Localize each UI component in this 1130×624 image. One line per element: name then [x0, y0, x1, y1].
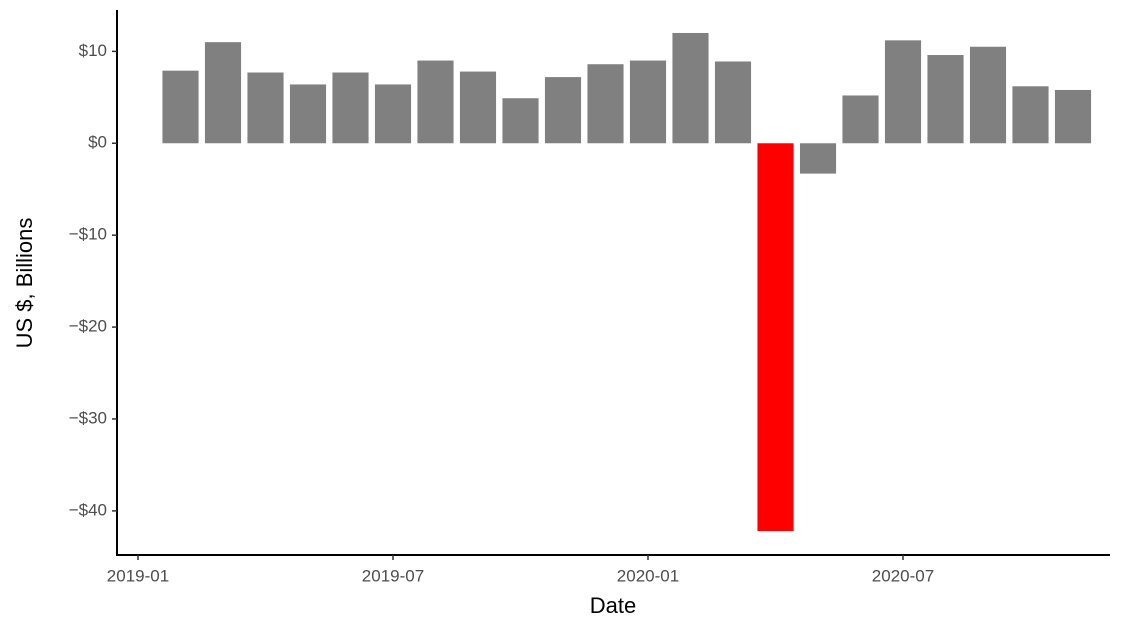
bar	[417, 60, 454, 144]
bar	[842, 95, 879, 144]
bar	[629, 60, 667, 144]
y-tick-label: −$30	[69, 408, 107, 427]
bar	[757, 143, 794, 532]
y-tick-label: −$40	[69, 500, 107, 519]
bar	[459, 71, 497, 144]
bar	[884, 40, 922, 144]
y-tick-label: −$10	[69, 225, 107, 244]
bar	[162, 70, 199, 144]
x-tick-label: 2020-07	[872, 566, 934, 585]
bar	[247, 72, 284, 144]
bar	[672, 32, 709, 144]
y-axis-title: US $, Billions	[12, 218, 37, 349]
y-tick-label: −$20	[69, 317, 107, 336]
y-tick-label: $0	[88, 133, 107, 152]
bar	[927, 55, 964, 144]
bar	[374, 84, 412, 144]
bar	[544, 77, 582, 144]
bar	[332, 72, 369, 144]
bar	[204, 42, 242, 144]
bar	[587, 64, 624, 144]
y-tick-label: $10	[79, 41, 107, 60]
bar	[289, 84, 327, 144]
x-tick-label: 2019-07	[362, 566, 424, 585]
bar	[799, 143, 837, 174]
x-tick-label: 2020-01	[617, 566, 679, 585]
bar	[1012, 86, 1049, 144]
bar	[969, 46, 1007, 144]
bar	[1054, 89, 1092, 144]
bar	[502, 98, 539, 144]
x-tick-label: 2019-01	[107, 566, 169, 585]
bar	[714, 61, 752, 144]
x-axis-title: Date	[590, 593, 636, 618]
